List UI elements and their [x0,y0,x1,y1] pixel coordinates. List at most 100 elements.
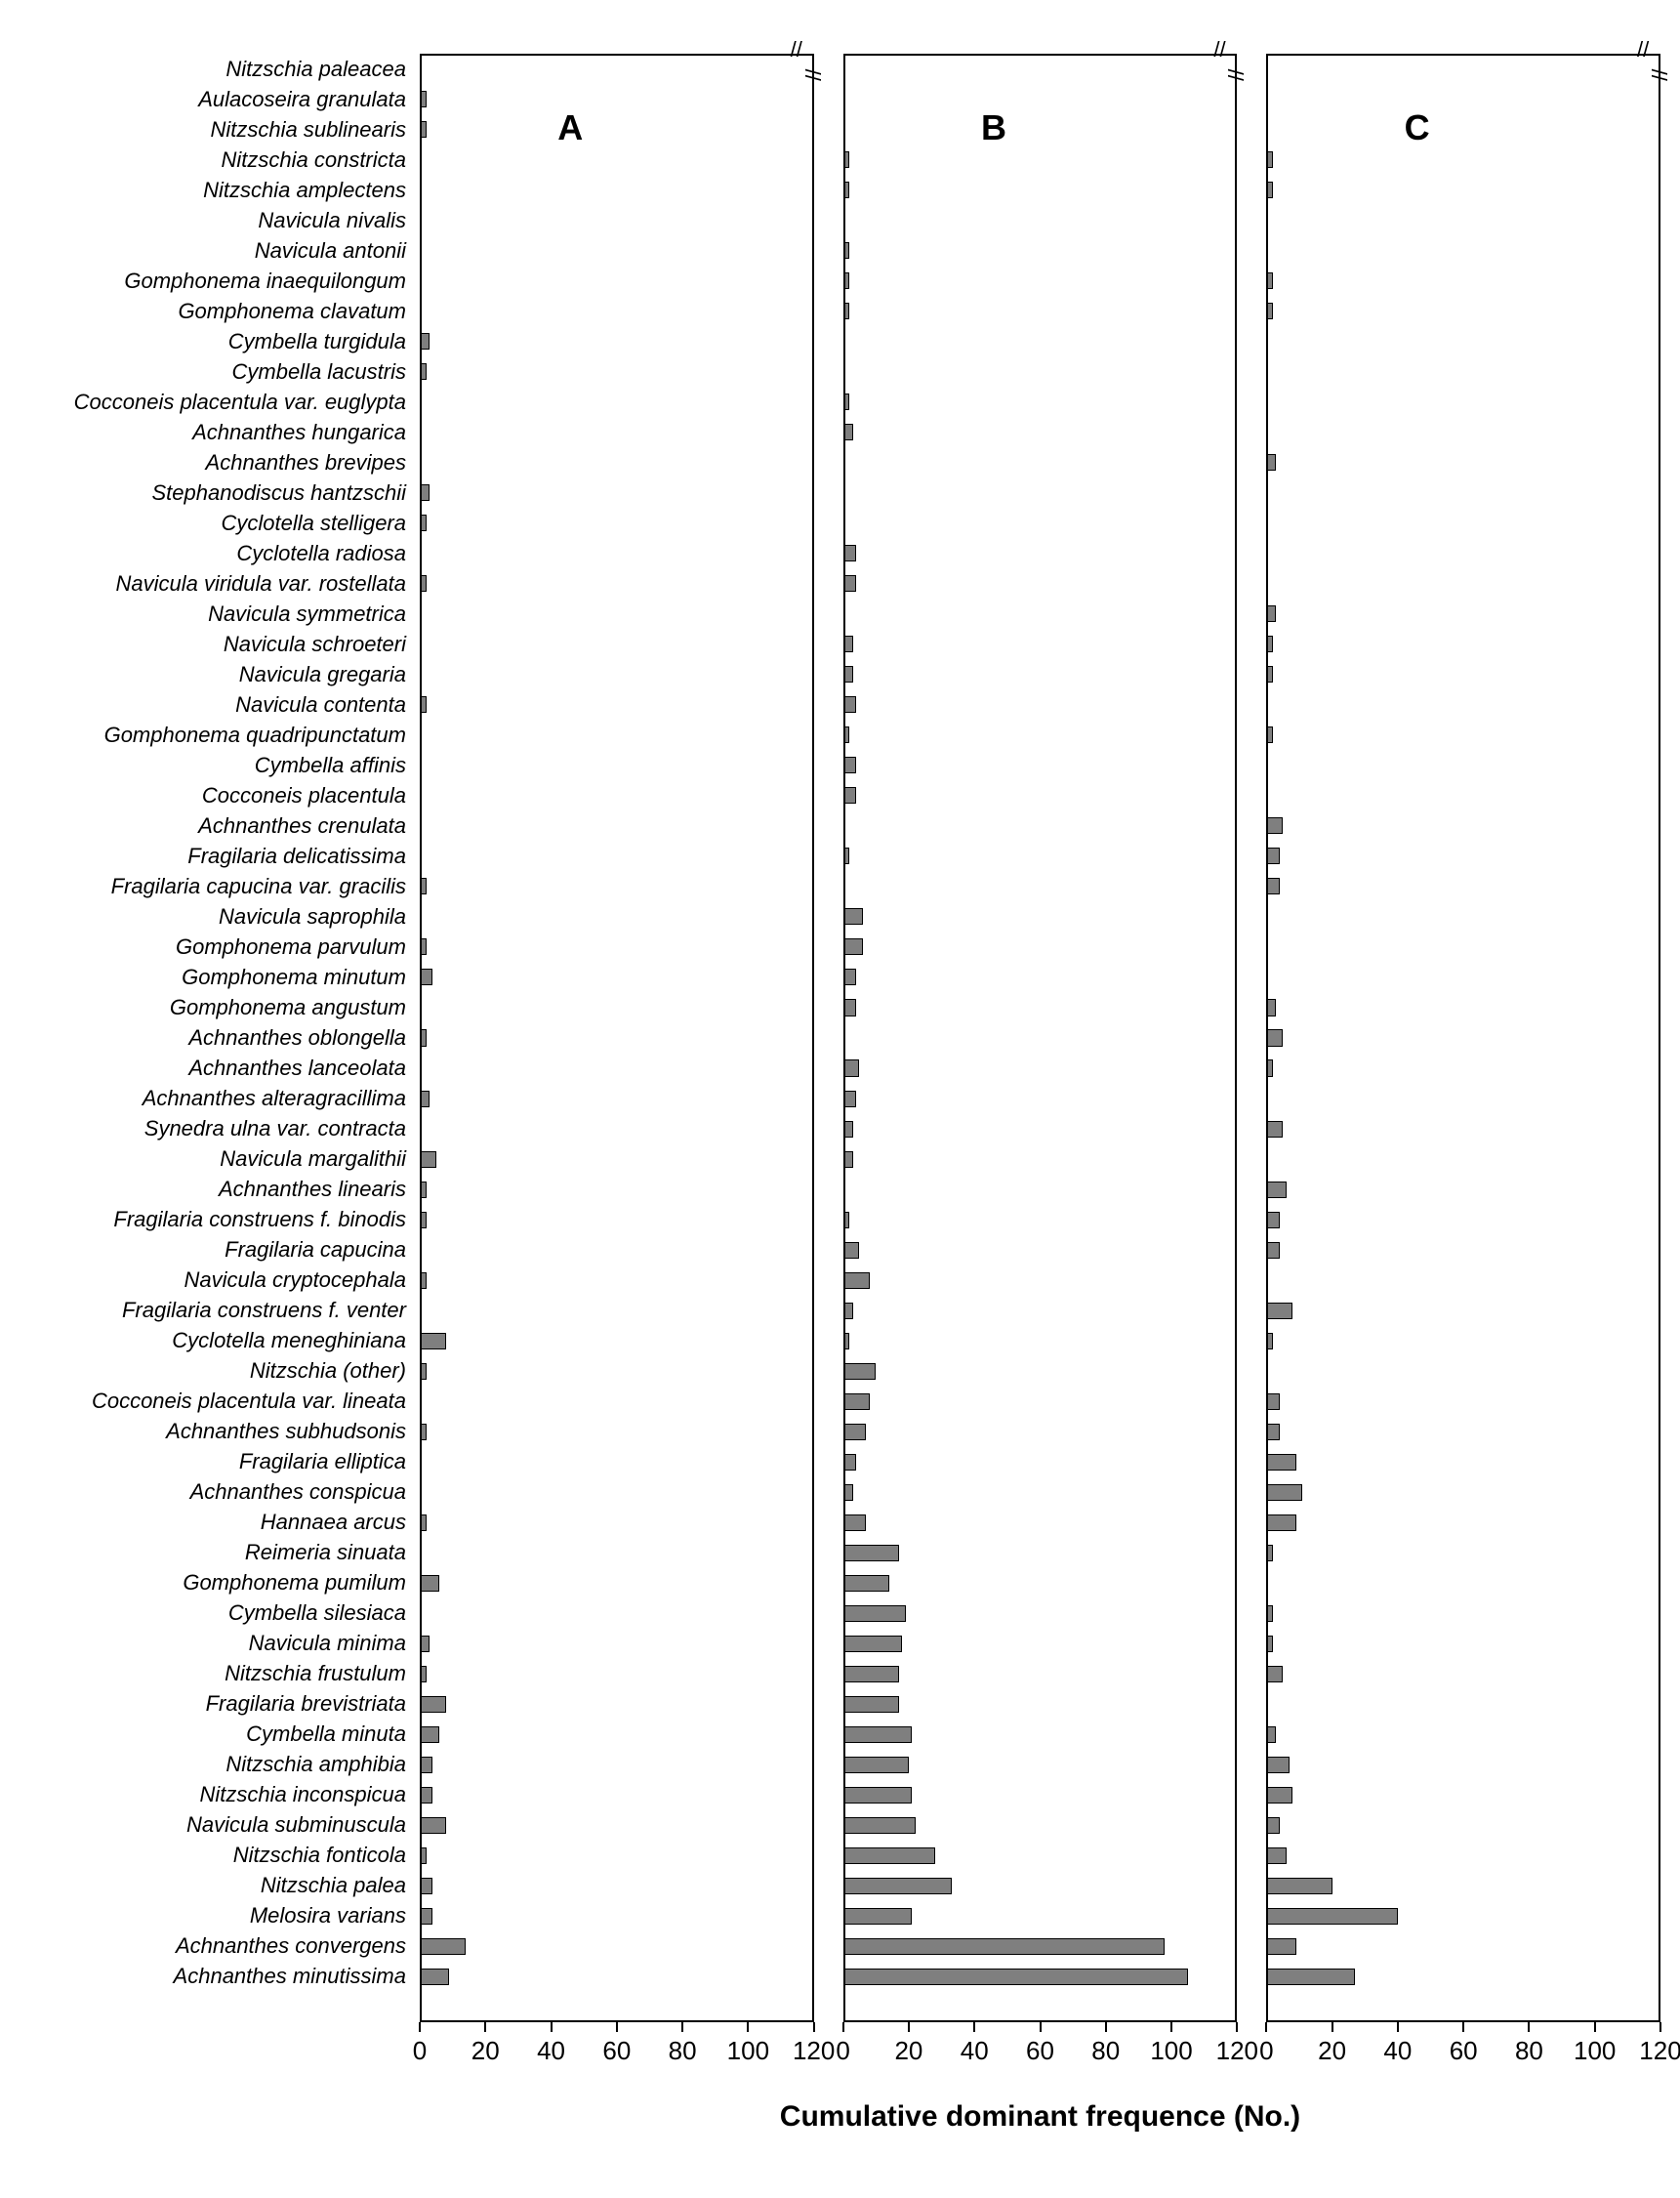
x-tick-label: 60 [593,2036,641,2066]
panel-border-left [1266,54,1268,2022]
species-label: Melosira varians [0,1903,406,1928]
bar [843,1363,877,1380]
bar [1266,1393,1279,1410]
x-tick [1660,2022,1661,2032]
panel-border-right [812,54,814,2022]
species-label: Navicula schroeteri [0,632,406,657]
species-label: Gomphonema quadripunctatum [0,723,406,748]
x-tick [1265,2022,1267,2032]
bar [420,969,432,985]
bar [1266,1938,1295,1955]
x-tick [1397,2022,1399,2032]
x-tick-label: 0 [1242,2036,1291,2066]
x-tick-label: 20 [1308,2036,1357,2066]
panel-border-right [1659,54,1660,2022]
bar [843,1787,913,1804]
species-label: Synedra ulna var. contracta [0,1116,406,1141]
bar [843,1908,913,1925]
bar [420,1575,439,1592]
bar [843,1059,860,1076]
bar [420,1908,432,1925]
bar [420,1726,439,1743]
bar [843,1575,889,1592]
bar [1266,1666,1283,1682]
bar [843,1393,870,1410]
species-label: Nitzschia fonticola [0,1843,406,1868]
species-label: Nitzschia inconspicua [0,1782,406,1807]
bar [843,1272,870,1289]
panel-label: B [981,107,1006,148]
species-label: Cyclotella meneghiniana [0,1328,406,1353]
species-label: Cocconeis placentula [0,783,406,809]
x-tick [681,2022,683,2032]
bar [420,1938,466,1955]
bar [843,938,863,955]
species-label: Gomphonema minutum [0,965,406,990]
x-tick-label: 100 [1571,2036,1619,2066]
bar [843,1514,867,1531]
species-label: Fragilaria capucina [0,1237,406,1263]
x-tick [419,2022,421,2032]
species-label: Cymbella affinis [0,753,406,778]
bar [1266,817,1283,834]
species-label: Nitzschia paleacea [0,57,406,82]
species-label: Gomphonema clavatum [0,299,406,324]
species-label: Fragilaria capucina var. gracilis [0,874,406,899]
x-tick [813,2022,815,2032]
species-label: Navicula saprophila [0,904,406,930]
species-label: Achnanthes alteragracillima [0,1086,406,1111]
species-label: Nitzschia frustulum [0,1661,406,1686]
bar [420,1817,446,1834]
x-tick-label: 0 [395,2036,444,2066]
bar [843,1696,899,1713]
bar [420,1969,449,1985]
panel-border-top [420,54,814,56]
species-label: Reimeria sinuata [0,1540,406,1565]
x-tick-label: 80 [658,2036,707,2066]
bar [1266,1424,1279,1440]
x-tick [484,2022,486,2032]
panel-label: C [1405,107,1430,148]
x-tick [842,2022,844,2032]
species-label: Achnanthes hungarica [0,420,406,445]
panel-border-top [1266,54,1660,56]
species-label: Fragilaria construens f. binodis [0,1207,406,1232]
bar [420,1151,436,1168]
panel-border-left [843,54,845,2022]
bar [843,1424,867,1440]
species-label: Nitzschia sublinearis [0,117,406,143]
species-label: Achnanthes oblongella [0,1025,406,1051]
bar [843,969,856,985]
species-label: Achnanthes crenulata [0,813,406,839]
bar [1266,1121,1283,1138]
bar [420,1696,446,1713]
species-label: Navicula symmetrica [0,601,406,627]
x-tick-label: 120 [1636,2036,1680,2066]
species-label: Achnanthes minutissima [0,1964,406,1989]
species-label: Fragilaria elliptica [0,1449,406,1474]
panel-border-right [1235,54,1237,2022]
x-tick [616,2022,618,2032]
bar [420,1333,446,1349]
x-tick [1105,2022,1107,2032]
bar [420,1787,432,1804]
x-tick [1040,2022,1042,2032]
bar [1266,1212,1279,1228]
bar [843,1938,1166,1955]
bar [843,1605,906,1622]
bar [843,1454,856,1471]
species-label: Navicula margalithii [0,1146,406,1172]
species-label: Cymbella turgidula [0,329,406,354]
bar [843,696,856,713]
panel-border-top [843,54,1238,56]
species-label: Gomphonema inaequilongum [0,269,406,294]
species-label: Nitzschia palea [0,1873,406,1898]
species-label: Navicula minima [0,1631,406,1656]
species-label: Hannaea arcus [0,1510,406,1535]
bar [843,787,856,804]
species-label: Fragilaria delicatissima [0,844,406,869]
x-axis-title: Cumulative dominant frequence (No.) [420,2100,1660,2134]
bar [1266,1514,1295,1531]
chart-figure: Nitzschia paleaceaAulacoseira granulataN… [0,0,1680,2198]
species-label: Cocconeis placentula var. lineata [0,1389,406,1414]
